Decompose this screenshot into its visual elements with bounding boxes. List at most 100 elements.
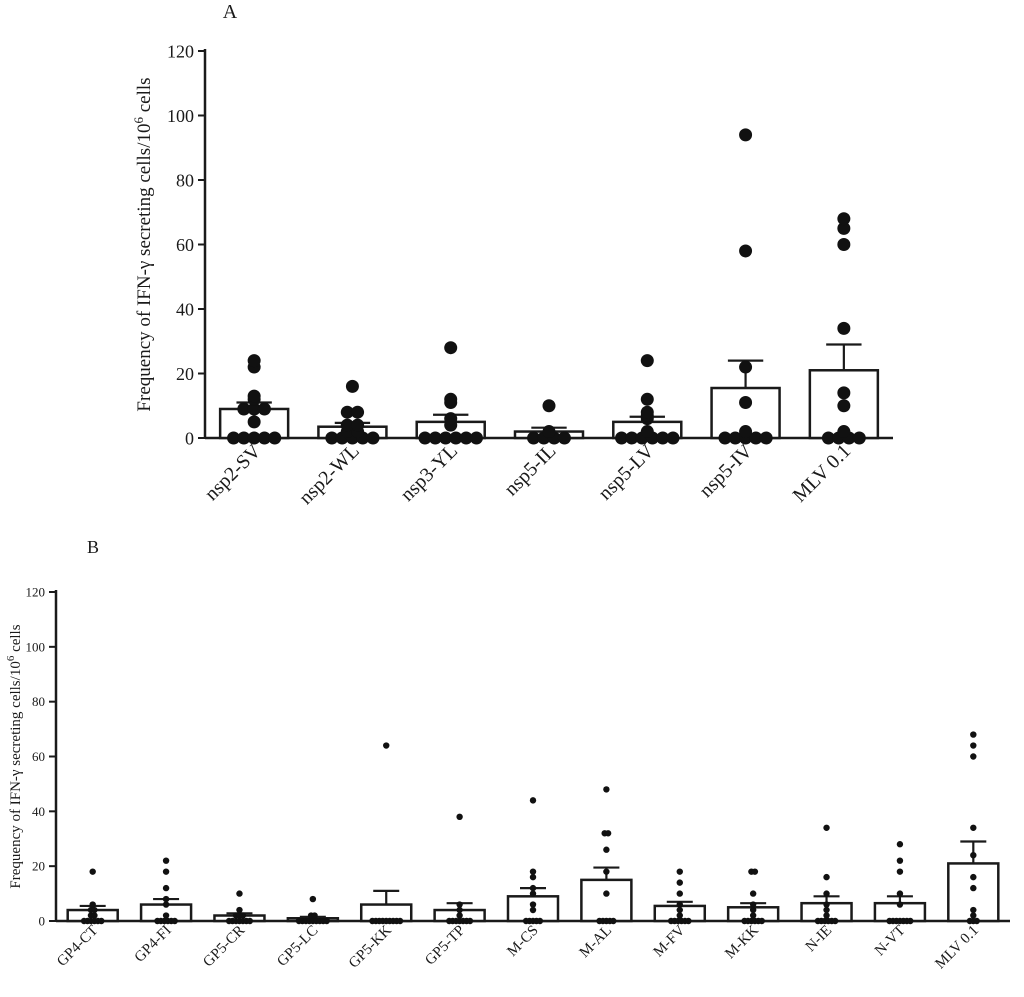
data-point xyxy=(823,890,830,897)
data-point xyxy=(247,402,261,416)
data-point xyxy=(640,405,654,419)
data-point xyxy=(89,901,96,908)
data-point xyxy=(236,906,243,914)
data-point xyxy=(837,221,851,235)
data-point xyxy=(604,830,612,837)
data-point xyxy=(162,884,170,892)
category-label: nsp5-IV xyxy=(695,440,757,502)
data-point xyxy=(171,917,178,925)
data-point xyxy=(837,386,851,400)
data-point xyxy=(728,431,742,445)
data-point xyxy=(603,890,610,897)
category-label: GP4-FI xyxy=(132,923,175,966)
y-tick-label: 20 xyxy=(32,859,45,874)
data-point xyxy=(396,917,404,925)
data-point xyxy=(456,813,463,821)
data-point xyxy=(676,912,683,919)
data-point xyxy=(428,431,442,445)
category-label: nsp5-IL xyxy=(500,440,560,500)
data-point xyxy=(366,431,380,445)
data-point xyxy=(739,244,753,258)
data-point xyxy=(542,425,556,439)
data-point xyxy=(268,431,282,445)
data-point xyxy=(418,431,432,445)
data-point xyxy=(383,742,390,749)
data-point xyxy=(247,389,261,403)
bar-8 xyxy=(580,878,633,923)
data-point xyxy=(351,418,365,432)
panel-label: B xyxy=(87,537,99,557)
data-point xyxy=(676,901,683,908)
data-point xyxy=(162,857,170,864)
data-point xyxy=(444,412,458,426)
category-label: N-VT xyxy=(872,923,909,960)
data-point xyxy=(246,917,254,925)
data-point xyxy=(351,405,365,419)
data-point xyxy=(837,425,851,439)
data-point xyxy=(832,917,839,925)
data-point xyxy=(615,431,629,445)
panel-b: B 0 20 40 60 80 100 120 Frequency of IFN-γ secre… xyxy=(5,537,1010,972)
data-point xyxy=(823,906,830,914)
data-point xyxy=(323,917,330,925)
data-point xyxy=(970,884,977,892)
data-point xyxy=(837,321,851,335)
data-point xyxy=(970,731,977,738)
data-point xyxy=(739,396,753,410)
data-point xyxy=(749,431,763,445)
data-point xyxy=(749,906,757,914)
data-point xyxy=(439,431,453,445)
data-point xyxy=(907,917,914,925)
data-point xyxy=(896,890,904,897)
data-point xyxy=(529,890,537,897)
data-point xyxy=(970,742,977,749)
data-point xyxy=(837,238,851,251)
y-tick-label: 60 xyxy=(32,749,45,764)
data-point xyxy=(456,901,463,908)
category-label: MLV 0.1 xyxy=(932,923,982,973)
data-point xyxy=(603,786,610,793)
data-point xyxy=(625,431,639,445)
category-label: GP5-TP xyxy=(422,923,468,969)
y-tick-label: 60 xyxy=(176,235,194,255)
data-point xyxy=(640,392,654,406)
data-point xyxy=(896,901,904,908)
data-point xyxy=(823,901,830,908)
data-point xyxy=(970,753,977,760)
data-point xyxy=(749,890,757,897)
data-point xyxy=(456,912,463,919)
data-point xyxy=(603,868,610,875)
data-point xyxy=(237,402,251,416)
data-point xyxy=(91,906,98,914)
data-point xyxy=(456,906,463,914)
data-point xyxy=(640,354,654,368)
data-point xyxy=(247,354,261,368)
data-point xyxy=(837,212,851,226)
data-point xyxy=(666,431,680,445)
panel-a: A 0 20 40 60 80 100 120 Frequency of IFN-γ secre… xyxy=(131,1,893,509)
data-point xyxy=(309,895,317,903)
data-point xyxy=(536,917,544,925)
data-point xyxy=(739,360,753,374)
data-point xyxy=(973,917,980,925)
data-point xyxy=(603,846,610,853)
data-point xyxy=(459,431,473,445)
data-point xyxy=(656,431,670,445)
data-point xyxy=(542,399,556,413)
panel-label: A xyxy=(223,1,238,23)
data-point xyxy=(529,901,537,908)
data-point xyxy=(970,824,977,831)
y-tick-label: 80 xyxy=(176,170,194,190)
data-point xyxy=(739,425,753,439)
data-point xyxy=(239,912,247,919)
y-tick-label: 0 xyxy=(39,914,46,929)
data-point xyxy=(823,824,830,831)
data-point xyxy=(529,873,537,881)
data-point xyxy=(227,431,241,445)
y-axis-label: Frequency of IFN-γ secreting cells/106 c… xyxy=(5,624,24,888)
category-label: GP5-KK xyxy=(346,922,395,971)
y-tick-label: 20 xyxy=(176,364,194,384)
category-label: N-IE xyxy=(803,923,836,956)
category-label: nsp2-SV xyxy=(200,440,265,505)
